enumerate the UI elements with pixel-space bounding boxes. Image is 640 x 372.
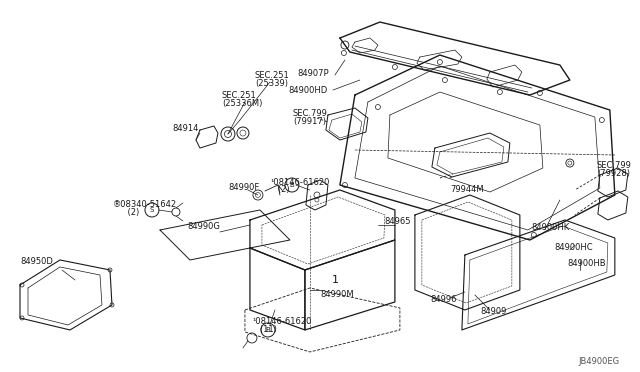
Text: 84914: 84914 (172, 124, 198, 132)
Text: SEC.251: SEC.251 (222, 90, 257, 100)
Text: 84909: 84909 (480, 308, 506, 317)
Text: 84990G: 84990G (187, 222, 220, 231)
Text: (25339): (25339) (255, 78, 288, 87)
Text: S: S (150, 207, 154, 213)
Text: 84950D: 84950D (20, 257, 53, 266)
Text: B: B (266, 327, 270, 333)
Text: 1: 1 (332, 275, 339, 285)
Text: 84907P: 84907P (297, 68, 328, 77)
Text: 84990F: 84990F (228, 183, 259, 192)
Text: B: B (289, 182, 294, 188)
Text: 84900HB: 84900HB (568, 260, 607, 269)
Text: 79944M: 79944M (450, 186, 483, 195)
Text: ¹08146-61620: ¹08146-61620 (270, 177, 330, 186)
Text: ¹08146-61620: ¹08146-61620 (252, 317, 311, 327)
Text: (11): (11) (252, 326, 277, 334)
Text: 84990M: 84990M (320, 291, 353, 299)
Text: SEC.799: SEC.799 (597, 160, 632, 170)
Text: 84965: 84965 (384, 218, 410, 227)
Text: 84900HC: 84900HC (555, 244, 593, 253)
Text: 84900HD: 84900HD (288, 86, 327, 94)
Text: 84900HK: 84900HK (532, 224, 570, 232)
Text: ®08340-51642: ®08340-51642 (113, 201, 177, 209)
Text: JB4900EG: JB4900EG (579, 357, 620, 366)
Text: (79917): (79917) (293, 116, 326, 125)
Text: 84996: 84996 (430, 295, 456, 304)
Text: (2): (2) (270, 186, 289, 195)
Text: SEC.799: SEC.799 (293, 109, 328, 118)
Text: SEC.251: SEC.251 (255, 71, 290, 80)
Text: (25336M): (25336M) (222, 99, 262, 108)
Text: (2): (2) (117, 208, 140, 218)
Text: (79928): (79928) (597, 169, 630, 177)
